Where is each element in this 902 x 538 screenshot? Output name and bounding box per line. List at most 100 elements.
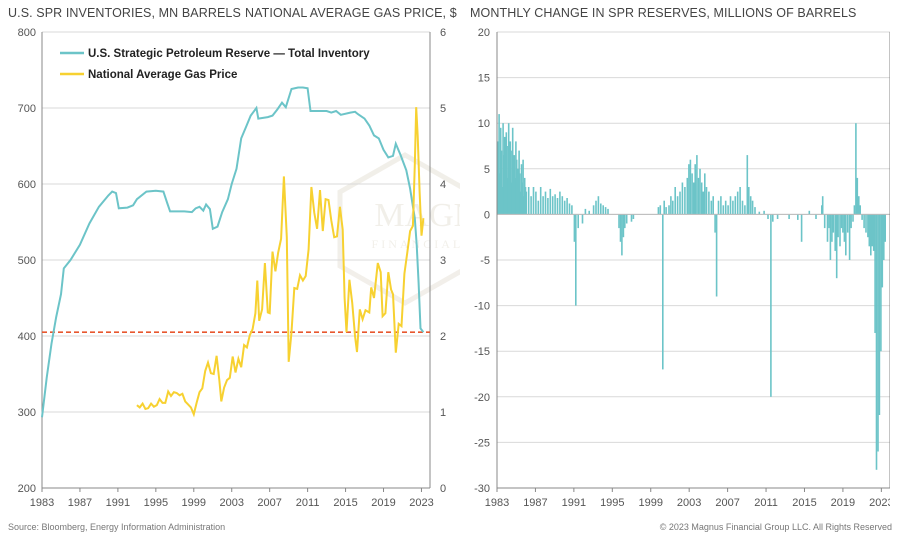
y-tick-right: 5 (440, 103, 446, 115)
bar (722, 205, 725, 215)
x-tick: 2023 (409, 497, 433, 509)
bar (865, 214, 867, 233)
bar (699, 168, 701, 215)
bar (625, 214, 628, 224)
bar (619, 214, 622, 242)
y-tick: -10 (474, 301, 490, 313)
x-tick: 2015 (792, 497, 816, 509)
bar (502, 123, 504, 215)
bar (584, 208, 587, 215)
bar (503, 136, 506, 215)
bar (724, 200, 727, 215)
x-tick: 1983 (485, 497, 509, 509)
bar (754, 207, 756, 215)
x-tick: 1983 (30, 497, 54, 509)
bar (884, 214, 886, 242)
watermark-name: MAGNUS (374, 197, 460, 234)
bar (714, 214, 716, 233)
y-tick-right: 3 (440, 255, 446, 267)
bar (715, 214, 718, 297)
legend-label-spr: U.S. Strategic Petroleum Reserve — Total… (88, 48, 370, 60)
gas-price-line (136, 107, 425, 418)
bar (708, 191, 710, 215)
bar (539, 187, 542, 215)
bar (561, 196, 564, 215)
bar (852, 214, 854, 222)
bar (770, 214, 772, 397)
bar (704, 173, 706, 215)
bar (559, 191, 561, 215)
bar (597, 196, 600, 215)
bar (549, 188, 552, 215)
bar (697, 177, 700, 215)
bar (547, 198, 549, 215)
bar (498, 114, 500, 215)
bar (523, 196, 525, 215)
bar (705, 187, 708, 215)
x-tick: 2019 (371, 497, 395, 509)
bar (607, 208, 609, 215)
spr-monthly-change-chart: -30 -25 -20 -15 -10 -5 0 5 10 15 20 1983 1987 1991 199… (474, 27, 890, 509)
bar (727, 205, 729, 215)
y-tick: 15 (478, 73, 490, 85)
x-tick: 2015 (333, 497, 357, 509)
bar (525, 191, 528, 215)
bar (736, 191, 739, 215)
bar (632, 214, 635, 219)
legend-label-gas: National Average Gas Price (88, 69, 237, 81)
bar (823, 214, 826, 229)
bar (679, 191, 681, 215)
bar (566, 198, 568, 215)
y-tick: -30 (474, 483, 490, 495)
y-tick: 20 (478, 27, 490, 39)
bar (749, 196, 752, 215)
x-tick: 1999 (638, 497, 662, 509)
y-tick: -5 (480, 255, 490, 267)
bar (863, 214, 865, 229)
bar (828, 214, 830, 229)
y-tick-left: 600 (18, 179, 36, 191)
x-tick: 2007 (257, 497, 281, 509)
bar (515, 141, 517, 215)
bar (595, 200, 597, 215)
bar (530, 196, 532, 215)
bar (856, 177, 859, 215)
y-tick: 5 (484, 164, 490, 176)
x-tick: 2007 (715, 497, 739, 509)
y-tick-right: 2 (440, 331, 446, 343)
bar (499, 127, 502, 215)
bar (592, 205, 595, 215)
x-tick: 2011 (296, 497, 320, 509)
bar (772, 214, 774, 222)
bar (684, 187, 686, 215)
x-tick: 2023 (869, 497, 890, 509)
bar (875, 214, 878, 470)
bar (510, 182, 512, 215)
bar (588, 210, 590, 215)
right-axis-title: NATIONAL AVERAGE GAS PRICE, $ (245, 6, 457, 20)
bar (551, 196, 554, 215)
bar (686, 177, 689, 215)
x-tick: 2003 (219, 497, 243, 509)
bar (532, 187, 535, 215)
bar (797, 214, 799, 220)
bar (554, 194, 556, 215)
left-axis-title: U.S. SPR INVENTORIES, MN BARRELS (8, 6, 241, 20)
x-tick: 1999 (182, 497, 206, 509)
bar (500, 150, 503, 215)
bar (581, 214, 584, 224)
bar (840, 214, 843, 229)
bar (732, 200, 734, 215)
right-panel-title: MONTHLY CHANGE IN SPR RESERVES, MILLIONS… (470, 6, 857, 20)
y-tick-left: 500 (18, 255, 36, 267)
bar (744, 205, 746, 215)
bar (662, 214, 664, 370)
watermark-logo: MAGNUS FINANCIAL GROUP (337, 152, 460, 306)
bar (691, 173, 693, 215)
bar (674, 187, 676, 215)
bar (868, 214, 871, 247)
bar (821, 196, 824, 215)
y-tick: -25 (474, 437, 490, 449)
bar (800, 214, 803, 242)
bar (670, 196, 672, 215)
